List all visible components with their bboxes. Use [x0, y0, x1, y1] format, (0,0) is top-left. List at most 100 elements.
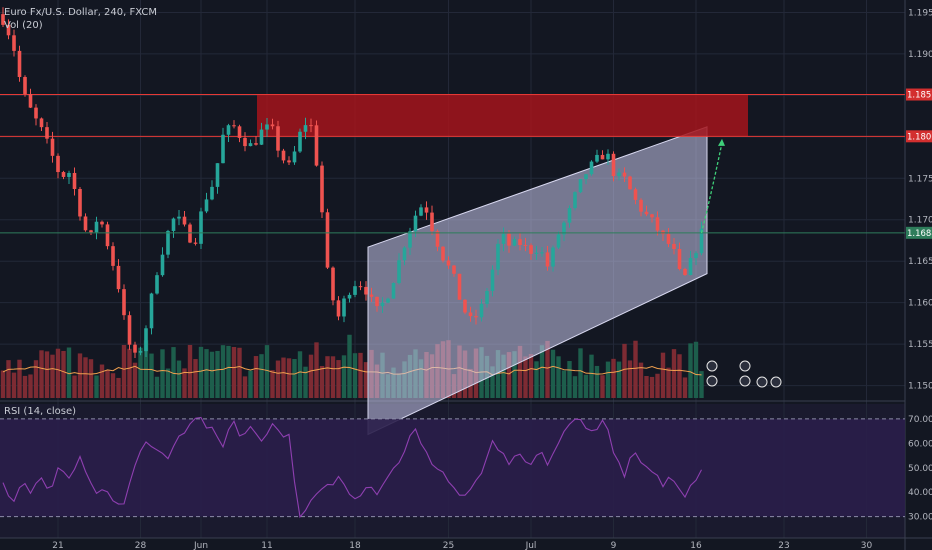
candle-body	[78, 188, 82, 217]
time-tick-label: 21	[52, 541, 63, 550]
volume-bar	[193, 359, 198, 398]
candle-body	[589, 161, 594, 175]
axes: 1.15000 1.15500 1.16000 1.16500 1.17000 1.175…	[52, 8, 932, 550]
volume-bar	[550, 349, 556, 398]
candle-body	[83, 216, 88, 231]
volume-bar	[33, 360, 39, 398]
candles	[1, 7, 704, 358]
candle-body	[452, 265, 456, 274]
candle-body	[391, 283, 396, 299]
volume-bar	[72, 375, 77, 398]
event-marker	[706, 360, 718, 372]
projection-arrow-head	[718, 138, 725, 146]
candle-body	[6, 24, 11, 36]
candle-body	[353, 286, 357, 295]
rsi-label: RSI (14, close)	[4, 406, 76, 417]
volume-bar	[490, 366, 495, 398]
candle-body	[232, 125, 236, 127]
volume-bar	[160, 349, 165, 398]
time-tick-label: Jul	[525, 541, 537, 550]
price-tick-label: 1.15000	[908, 382, 932, 392]
candle-body	[545, 252, 550, 267]
candle-body	[424, 207, 429, 213]
volume-bar	[176, 360, 182, 398]
candle-body	[56, 155, 60, 173]
volume-bar	[347, 334, 352, 398]
candle-body	[23, 77, 27, 94]
candle-body	[237, 126, 242, 138]
volume-bar	[352, 353, 358, 398]
candle-body	[573, 192, 577, 209]
candle-body	[639, 199, 643, 212]
candle-body	[628, 176, 632, 190]
volume-bar	[259, 354, 264, 398]
volume-bar	[204, 349, 209, 398]
candle-body	[221, 134, 225, 164]
event-marker	[770, 376, 782, 388]
candle-body	[534, 252, 539, 254]
rsi-band	[0, 418, 905, 517]
candle-body	[501, 233, 506, 244]
candle-body	[166, 230, 170, 255]
price-tick-label: 1.17500	[908, 174, 932, 184]
time-tick-label: 30	[861, 541, 873, 550]
candle-body	[144, 328, 148, 352]
candle-body	[171, 218, 176, 231]
candle-body	[468, 312, 473, 317]
volume-bar	[660, 352, 666, 398]
candle-body	[34, 107, 38, 119]
candle-body	[111, 246, 115, 266]
volume-bar	[605, 361, 611, 398]
candle-body	[116, 265, 121, 290]
volume-bar	[286, 358, 292, 398]
candle-body	[177, 216, 181, 219]
volume-bar	[220, 345, 226, 398]
volume-bar	[561, 370, 567, 398]
price-tick-label: 1.19500	[908, 8, 932, 18]
candle-body	[380, 302, 385, 307]
candle-body	[188, 224, 192, 243]
candle-body	[320, 165, 324, 213]
volume-bar	[699, 371, 704, 398]
volume-bar	[11, 372, 17, 398]
volume-bar	[270, 370, 275, 398]
candle-body	[402, 247, 407, 261]
candle-body	[276, 126, 280, 151]
volume-label: Vol (20)	[4, 20, 43, 31]
volume-bar	[116, 377, 121, 398]
volume-bar	[556, 356, 561, 398]
price-tick-label: 1.17000	[908, 216, 932, 226]
rsi-pane	[0, 416, 905, 519]
candle-body	[105, 224, 110, 247]
resistance-zone-group	[0, 94, 905, 137]
candle-body	[419, 207, 423, 216]
candle-body	[226, 125, 231, 135]
volume-bar	[198, 346, 204, 398]
candle-body	[160, 254, 165, 276]
time-tick-label: 23	[778, 541, 789, 550]
volume-bars	[0, 334, 704, 398]
volume-bar	[330, 356, 336, 398]
candle-body	[397, 260, 401, 284]
projection-arrow-line	[700, 142, 723, 234]
candle-body	[430, 212, 434, 232]
channel	[367, 126, 708, 436]
candle-body	[600, 154, 605, 160]
volume-bar	[94, 375, 99, 398]
volume-bar	[545, 340, 550, 398]
volume-bar	[495, 350, 501, 398]
candle-body	[584, 174, 588, 180]
candle-body	[265, 124, 269, 130]
candle-body	[507, 233, 511, 246]
candle-body	[683, 269, 687, 275]
candle-body	[155, 275, 159, 294]
volume-bar	[589, 354, 594, 398]
candle-body	[485, 291, 489, 304]
time-tick-label: 11	[261, 541, 272, 550]
price-tick-label: 1.15500	[908, 340, 932, 350]
candle-body	[644, 211, 649, 215]
time-tick-label: Jun	[193, 541, 208, 550]
volume-bar	[275, 360, 281, 398]
resistance-lower-label: 1.18006	[907, 132, 932, 142]
